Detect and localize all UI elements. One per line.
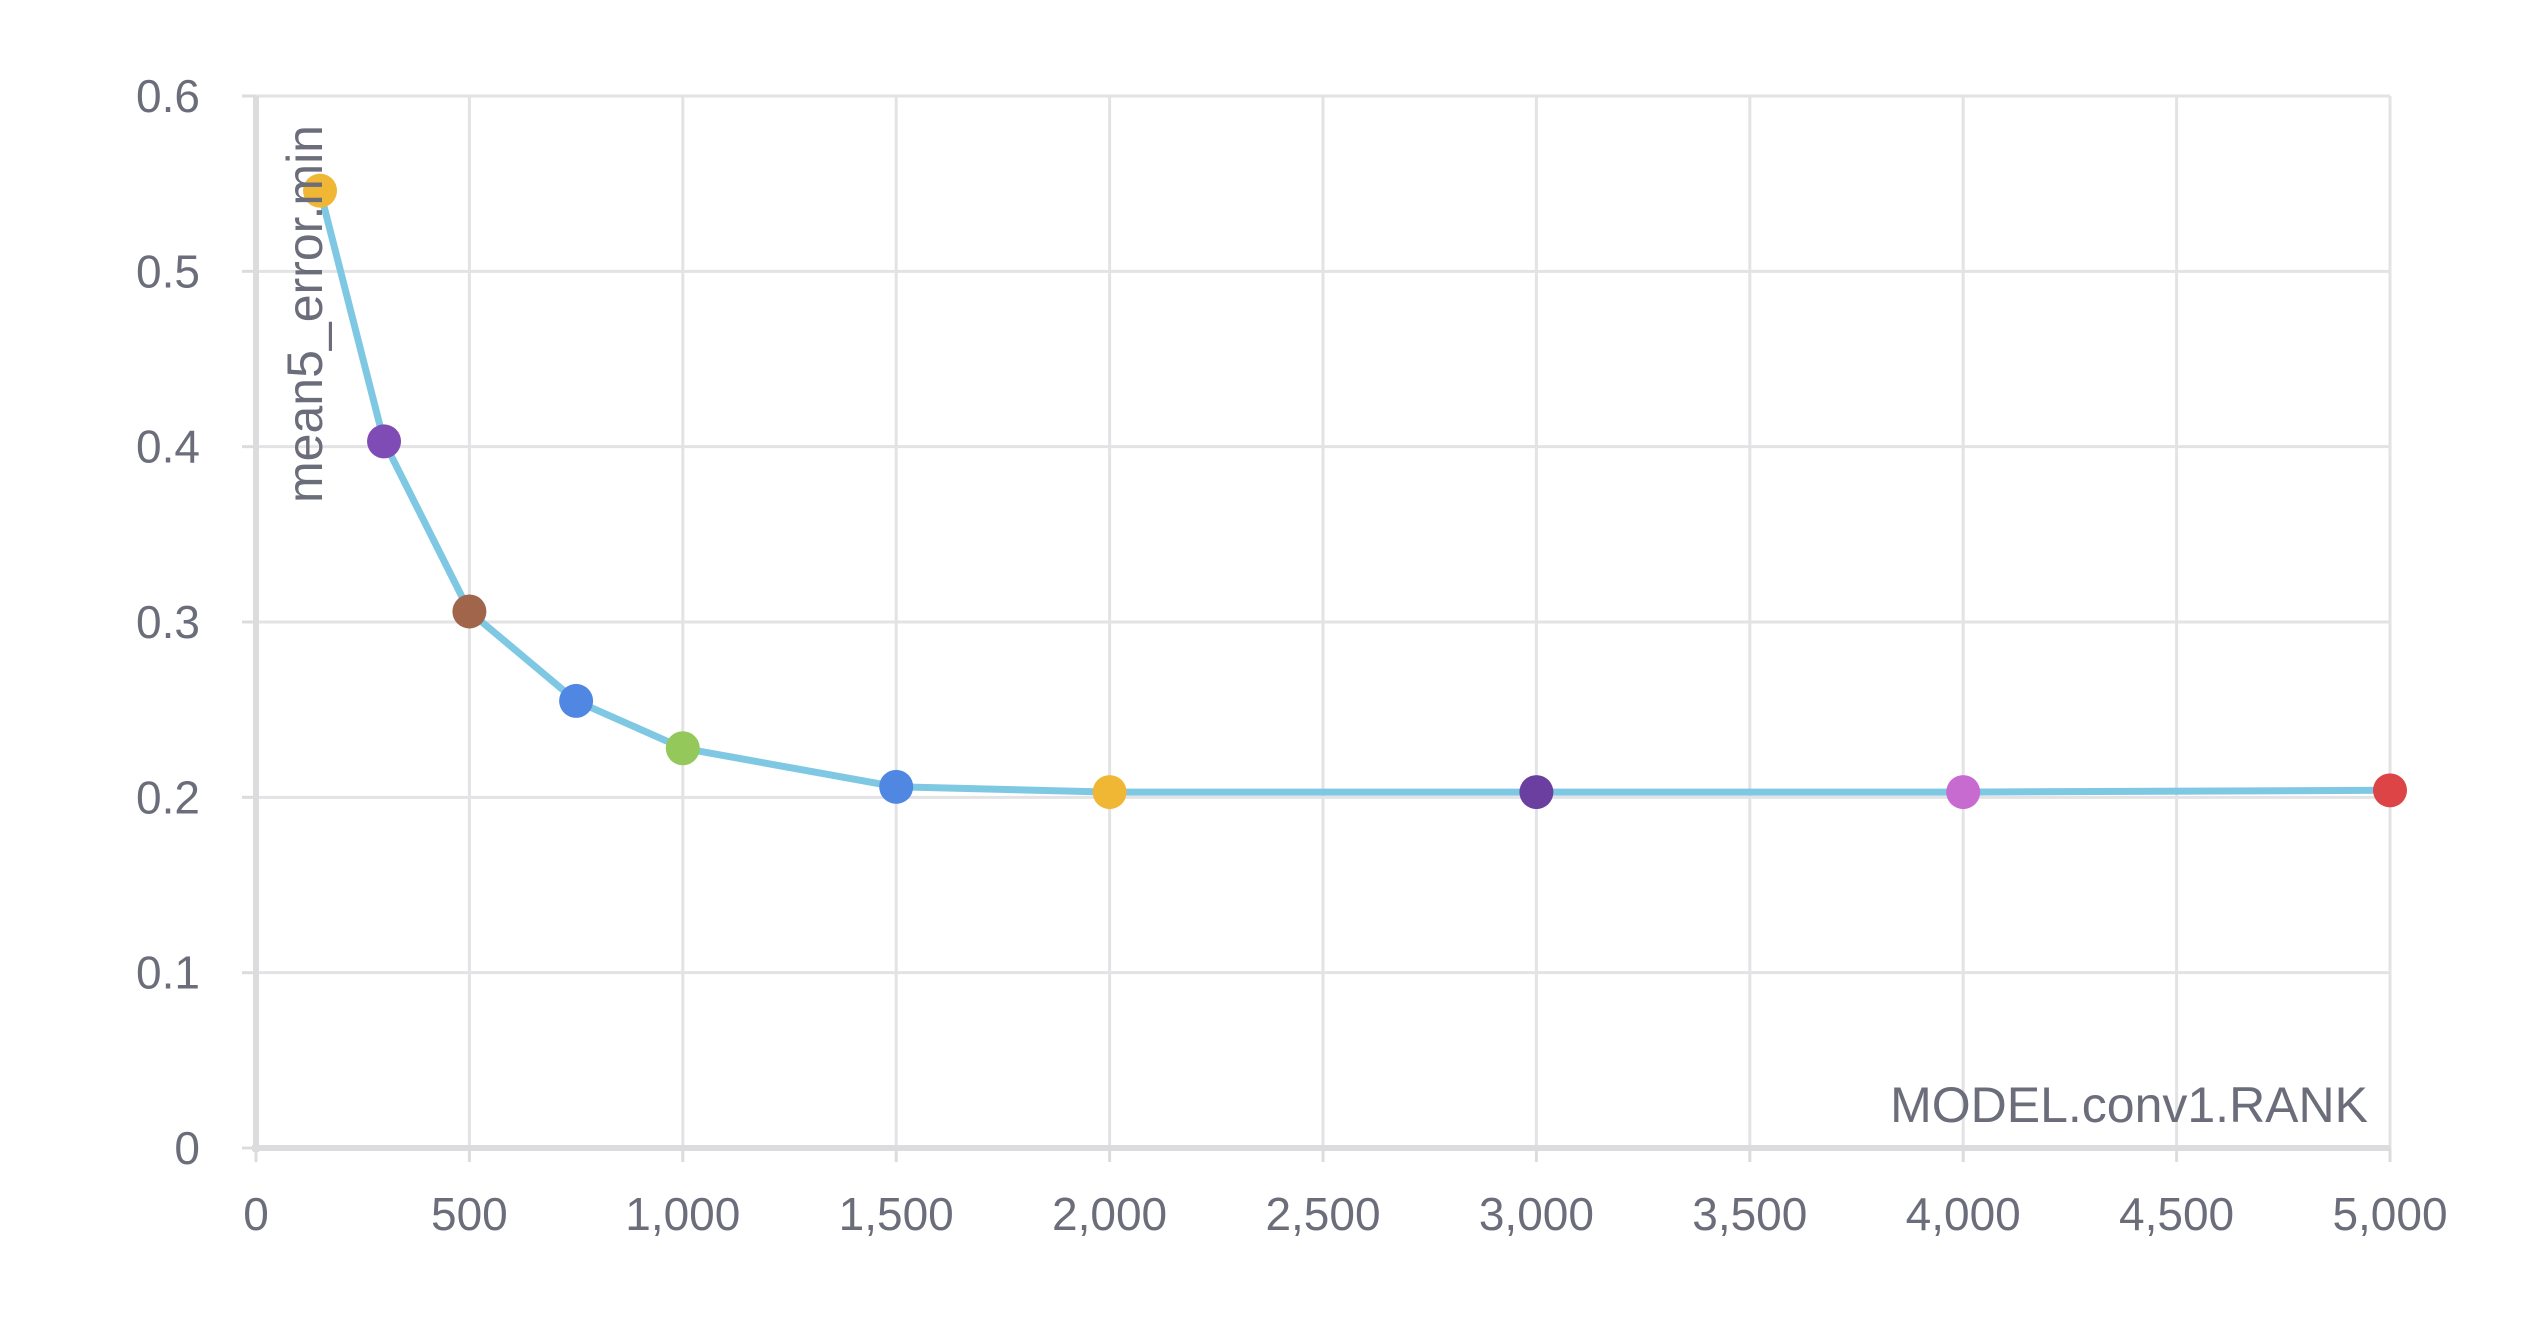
data-point — [1519, 775, 1554, 810]
y-tick-label: 0.4 — [136, 421, 200, 473]
y-tick-label: 0.1 — [136, 947, 200, 999]
y-tick-label: 0 — [174, 1122, 200, 1174]
x-tick-label: 4,000 — [1906, 1188, 2021, 1240]
x-tick-label: 3,500 — [1692, 1188, 1807, 1240]
data-point — [1946, 775, 1981, 810]
data-point — [1092, 775, 1127, 810]
y-axis-title: mean5_error.min — [277, 125, 333, 503]
x-tick-label: 0 — [243, 1188, 269, 1240]
x-tick-label: 5,000 — [2332, 1188, 2447, 1240]
y-tick-label: 0.5 — [136, 245, 200, 297]
axis-titles: mean5_error.min MODEL.conv1.RANK — [277, 125, 2368, 1133]
grid — [256, 94, 2392, 1148]
axes — [242, 94, 2392, 1162]
series-line — [316, 187, 2394, 796]
data-point — [303, 173, 338, 208]
data-point — [665, 731, 700, 766]
x-tick-label: 1,500 — [839, 1188, 954, 1240]
x-tick-label: 500 — [431, 1188, 508, 1240]
data-point — [2373, 773, 2407, 808]
data-point — [367, 424, 402, 459]
x-tick-label: 2,500 — [1265, 1188, 1380, 1240]
series — [303, 173, 2407, 810]
y-tick-label: 0.3 — [136, 596, 200, 648]
data-point — [452, 594, 487, 629]
y-tick-label: 0.2 — [136, 771, 200, 823]
data-point — [879, 769, 914, 804]
tick-labels: 0 500 1,000 1,500 2,000 2,500 3,000 3,500 4,000 4… — [136, 70, 2448, 1240]
x-tick-label: 2,000 — [1052, 1188, 1167, 1240]
x-axis-title: MODEL.conv1.RANK — [1890, 1077, 2368, 1133]
x-tick-label: 1,000 — [625, 1188, 740, 1240]
x-tick-label: 3,000 — [1479, 1188, 1594, 1240]
x-tick-label: 4,500 — [2119, 1188, 2234, 1240]
data-point — [559, 683, 594, 718]
y-tick-label: 0.6 — [136, 70, 200, 122]
